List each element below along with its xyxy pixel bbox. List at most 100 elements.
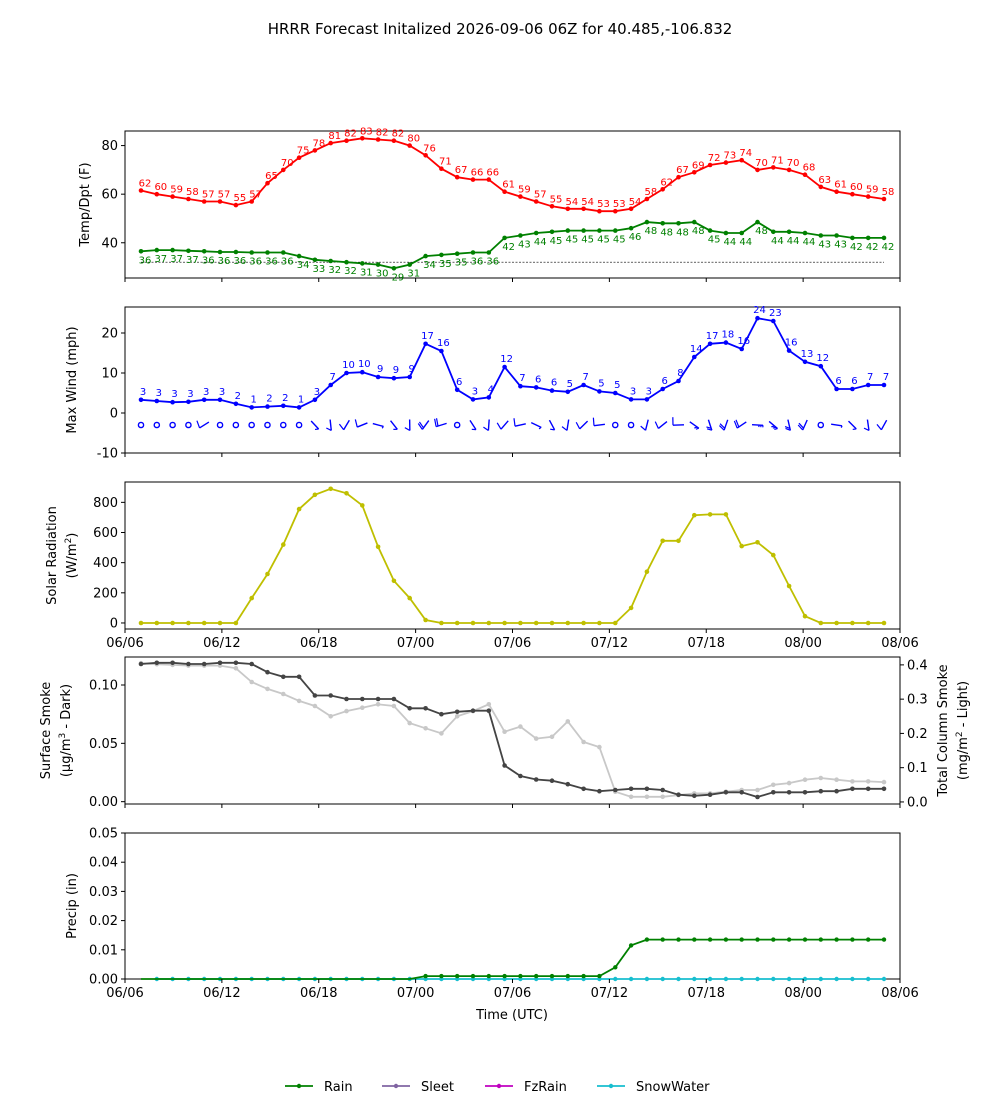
temp-data-label: 58 xyxy=(645,187,658,198)
wind-barb-calm xyxy=(153,421,161,429)
data-point xyxy=(755,219,760,225)
dewpoint-data-label: 37 xyxy=(170,254,183,265)
temp-data-label: 53 xyxy=(613,199,626,210)
data-point xyxy=(786,229,792,235)
data-point xyxy=(771,318,776,324)
wind-data-label: 1 xyxy=(298,394,304,405)
data-point xyxy=(723,512,729,517)
rain-point xyxy=(613,965,618,970)
y-tick-label: 40 xyxy=(101,236,118,251)
wind-barb-calm xyxy=(137,421,145,429)
data-point xyxy=(423,253,428,259)
data-point xyxy=(375,262,381,267)
wind-data-label: 6 xyxy=(851,376,857,387)
wind-data-label: 3 xyxy=(171,389,177,400)
rain-point xyxy=(866,937,871,942)
temp-data-label: 75 xyxy=(297,146,310,157)
wind-barb xyxy=(496,420,509,430)
temp-data-label: 66 xyxy=(471,168,484,179)
x-tick-label: 07/06 xyxy=(494,986,531,1001)
data-point xyxy=(217,199,223,204)
data-point xyxy=(454,714,460,719)
wind-barb xyxy=(718,419,729,431)
data-point xyxy=(755,540,760,545)
x-tick-label: 06/18 xyxy=(300,636,337,651)
data-point xyxy=(834,788,839,794)
series-line xyxy=(141,487,884,624)
data-point xyxy=(644,196,650,202)
wind-barb xyxy=(733,419,747,429)
data-point xyxy=(518,233,523,238)
temp-data-label: 82 xyxy=(344,129,357,140)
data-point xyxy=(723,160,729,165)
data-point xyxy=(660,386,665,392)
data-point xyxy=(565,719,571,724)
wind-data-label: 17 xyxy=(421,331,434,342)
temp-data-label: 70 xyxy=(755,158,768,169)
data-point xyxy=(470,620,476,626)
wind-barb xyxy=(530,422,542,430)
wind-barb-calm xyxy=(169,421,176,429)
x-axis-label: Time (UTC) xyxy=(475,1008,548,1023)
wind-data-label: 3 xyxy=(187,389,193,400)
legend-label: Sleet xyxy=(421,1080,454,1095)
temp-data-label: 70 xyxy=(281,158,294,169)
temp-data-label: 70 xyxy=(787,158,800,169)
data-point xyxy=(170,620,175,626)
data-point xyxy=(249,405,254,410)
data-point xyxy=(581,786,586,792)
wind-barb xyxy=(847,420,857,431)
data-point xyxy=(581,228,586,233)
data-point xyxy=(265,686,270,692)
data-point xyxy=(312,492,318,498)
dewpoint-data-label: 33 xyxy=(313,264,326,275)
temp-data-label: 60 xyxy=(850,182,863,193)
wind-data-label: 3 xyxy=(314,387,320,398)
data-point xyxy=(613,208,618,214)
y-tick-label: 0.05 xyxy=(89,737,118,752)
data-point xyxy=(328,140,334,146)
wind-barb xyxy=(389,420,398,431)
wind-data-label: 6 xyxy=(835,376,841,387)
snowwater-point xyxy=(834,976,839,982)
wind-data-label: 3 xyxy=(630,386,636,397)
dewpoint-data-label: 31 xyxy=(407,269,420,280)
data-point xyxy=(470,708,476,713)
data-point xyxy=(786,583,792,589)
data-point xyxy=(154,191,160,197)
data-point xyxy=(170,194,175,199)
dewpoint-data-label: 36 xyxy=(218,256,231,267)
temp-data-label: 68 xyxy=(803,163,816,174)
wind-data-label: 9 xyxy=(377,364,383,375)
data-point xyxy=(660,187,665,192)
data-point xyxy=(233,249,239,255)
data-point xyxy=(802,359,808,365)
data-point xyxy=(613,390,618,396)
data-point xyxy=(328,714,334,719)
data-point xyxy=(281,250,286,255)
data-point xyxy=(375,702,381,707)
data-point xyxy=(502,729,507,734)
rain-point xyxy=(597,973,602,979)
rain-point xyxy=(692,937,697,942)
x-tick-label: 06/12 xyxy=(203,636,240,651)
data-point xyxy=(533,777,539,782)
data-point xyxy=(802,230,808,236)
legend-item-fzrain: FzRain xyxy=(485,1080,567,1095)
rain-point xyxy=(455,973,460,979)
data-point xyxy=(170,660,175,666)
wind-data-label: 6 xyxy=(456,377,462,388)
data-point xyxy=(723,340,729,345)
data-point xyxy=(360,136,365,141)
temp-data-label: 81 xyxy=(328,131,341,142)
data-point xyxy=(676,174,681,180)
data-point xyxy=(533,620,539,626)
wind-barb xyxy=(513,418,526,427)
wind-barb xyxy=(592,417,605,427)
data-point xyxy=(850,779,855,784)
rain-point xyxy=(644,937,650,942)
dewpoint-data-label: 44 xyxy=(534,237,547,248)
data-point xyxy=(407,720,413,726)
temp-data-label: 63 xyxy=(818,175,831,186)
